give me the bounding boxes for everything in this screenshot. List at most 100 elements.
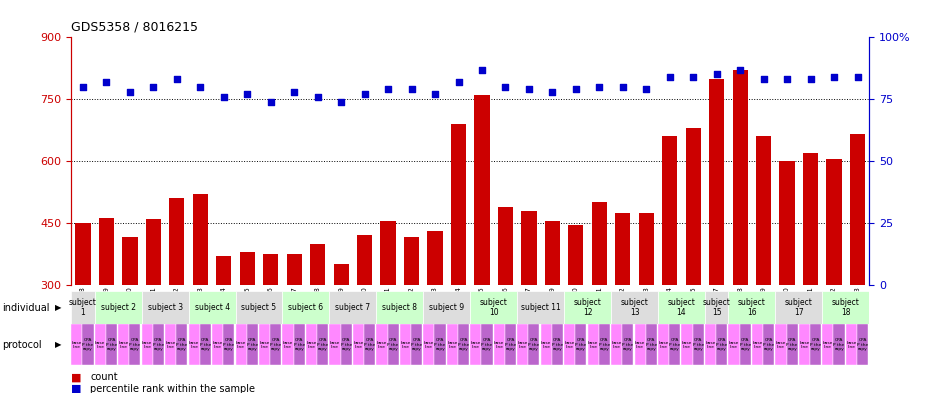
Text: count: count bbox=[90, 372, 118, 382]
Point bbox=[498, 84, 513, 90]
Bar bbox=[189, 324, 200, 365]
Bar bbox=[424, 324, 434, 365]
Bar bbox=[729, 324, 739, 365]
Bar bbox=[212, 324, 223, 365]
Bar bbox=[787, 324, 798, 365]
Bar bbox=[598, 324, 610, 365]
Bar bbox=[83, 324, 93, 365]
Bar bbox=[528, 324, 540, 365]
Point bbox=[428, 91, 443, 97]
Text: subject 11: subject 11 bbox=[521, 303, 560, 312]
Bar bbox=[568, 225, 583, 285]
Bar bbox=[376, 324, 388, 365]
Point bbox=[75, 84, 90, 90]
Bar bbox=[451, 124, 466, 285]
Point bbox=[638, 86, 654, 92]
Text: protocol: protocol bbox=[2, 340, 42, 350]
Bar bbox=[310, 244, 325, 285]
Bar bbox=[705, 291, 729, 324]
Bar bbox=[850, 134, 865, 285]
Bar bbox=[564, 324, 576, 365]
Bar bbox=[236, 324, 247, 365]
Text: base
line: base line bbox=[823, 341, 833, 349]
Text: CPA
P the
rapy: CPA P the rapy bbox=[552, 338, 563, 351]
Text: base
line: base line bbox=[635, 341, 645, 349]
Bar bbox=[474, 95, 489, 285]
Bar bbox=[247, 324, 257, 365]
Bar bbox=[779, 161, 795, 285]
Text: subject 2: subject 2 bbox=[101, 303, 136, 312]
Text: CPA
P the
rapy: CPA P the rapy bbox=[411, 338, 422, 351]
Point bbox=[404, 86, 419, 92]
Bar bbox=[611, 291, 658, 324]
Bar bbox=[775, 324, 787, 365]
Bar bbox=[169, 198, 184, 285]
Text: CPA
P the
rapy: CPA P the rapy bbox=[622, 338, 634, 351]
Bar bbox=[357, 235, 372, 285]
Text: subject
16: subject 16 bbox=[738, 298, 766, 317]
Bar bbox=[716, 324, 728, 365]
Bar bbox=[294, 324, 305, 365]
Text: base
line: base line bbox=[306, 341, 316, 349]
Text: subject
1: subject 1 bbox=[69, 298, 97, 317]
Bar bbox=[189, 291, 236, 324]
Bar bbox=[662, 136, 677, 285]
Bar bbox=[552, 324, 563, 365]
Text: base
line: base line bbox=[542, 341, 551, 349]
Bar bbox=[763, 324, 774, 365]
Text: base
line: base line bbox=[95, 341, 105, 349]
Text: base
line: base line bbox=[588, 341, 598, 349]
Bar bbox=[803, 153, 818, 285]
Text: CPA
P the
rapy: CPA P the rapy bbox=[504, 338, 516, 351]
Text: CPA
P the
rapy: CPA P the rapy bbox=[223, 338, 235, 351]
Text: subject 5: subject 5 bbox=[241, 303, 276, 312]
Point bbox=[709, 71, 724, 77]
Bar bbox=[223, 324, 235, 365]
Bar bbox=[129, 324, 141, 365]
Bar bbox=[775, 291, 823, 324]
Text: base
line: base line bbox=[189, 341, 200, 349]
Point bbox=[544, 89, 560, 95]
Bar bbox=[592, 202, 607, 285]
Text: CPA
P the
rapy: CPA P the rapy bbox=[787, 338, 798, 351]
Point bbox=[522, 86, 537, 92]
Text: ■: ■ bbox=[71, 372, 82, 382]
Text: CPA
P the
rapy: CPA P the rapy bbox=[482, 338, 493, 351]
Bar bbox=[729, 291, 775, 324]
Text: CPA
P the
rapy: CPA P the rapy bbox=[716, 338, 728, 351]
Bar bbox=[638, 213, 654, 285]
Bar bbox=[810, 324, 821, 365]
Bar bbox=[622, 324, 634, 365]
Text: CPA
P the
rapy: CPA P the rapy bbox=[340, 338, 352, 351]
Bar bbox=[282, 324, 294, 365]
Text: CPA
P the
rapy: CPA P the rapy bbox=[177, 338, 187, 351]
Text: CPA
P the
rapy: CPA P the rapy bbox=[810, 338, 821, 351]
Point bbox=[263, 99, 278, 105]
Text: CPA
P the
rapy: CPA P the rapy bbox=[739, 338, 750, 351]
Point bbox=[217, 94, 232, 100]
Bar bbox=[352, 324, 364, 365]
Point bbox=[568, 86, 583, 92]
Text: base
line: base line bbox=[752, 341, 763, 349]
Text: subject
17: subject 17 bbox=[785, 298, 813, 317]
Bar bbox=[376, 291, 424, 324]
Bar bbox=[71, 291, 95, 324]
Text: base
line: base line bbox=[142, 341, 152, 349]
Bar bbox=[411, 324, 422, 365]
Text: CPA
P the
rapy: CPA P the rapy bbox=[693, 338, 704, 351]
Text: CPA
P the
rapy: CPA P the rapy bbox=[458, 338, 469, 351]
Bar bbox=[751, 324, 763, 365]
Bar bbox=[833, 324, 845, 365]
Bar bbox=[611, 324, 622, 365]
Bar bbox=[200, 324, 211, 365]
Text: subject 7: subject 7 bbox=[335, 303, 370, 312]
Bar bbox=[380, 221, 396, 285]
Bar bbox=[364, 324, 375, 365]
Text: CPA
P the
rapy: CPA P the rapy bbox=[317, 338, 329, 351]
Bar bbox=[494, 324, 504, 365]
Text: CPA
P the
rapy: CPA P the rapy bbox=[270, 338, 281, 351]
Bar bbox=[732, 70, 748, 285]
Bar bbox=[400, 324, 411, 365]
Bar bbox=[686, 128, 701, 285]
Text: base
line: base line bbox=[165, 341, 176, 349]
